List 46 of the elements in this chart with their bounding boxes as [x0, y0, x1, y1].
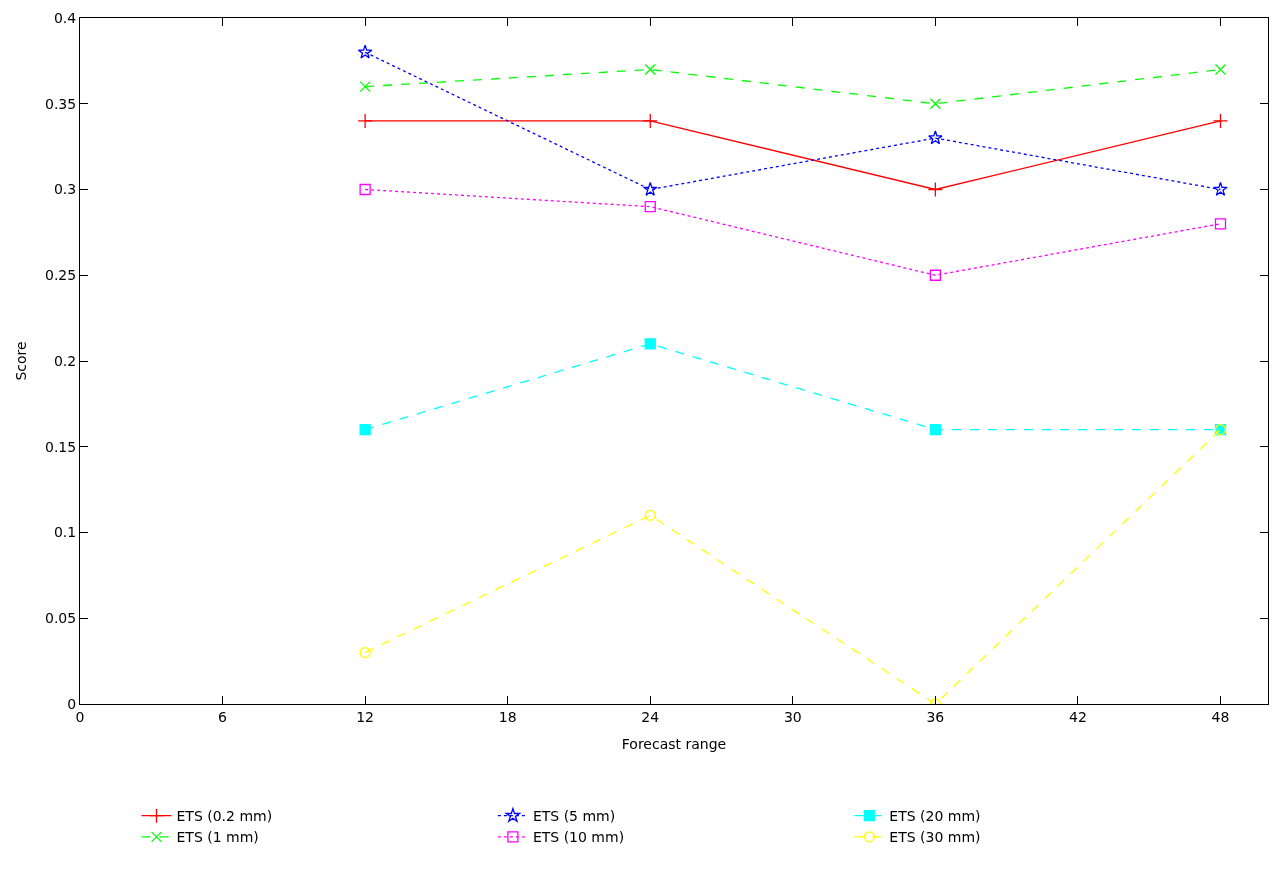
legend-label: ETS (1 mm) [176, 829, 259, 846]
point [644, 201, 656, 213]
point [1213, 181, 1228, 196]
legend-label: ETS (20 mm) [889, 808, 981, 825]
point [359, 183, 371, 196]
point [929, 269, 942, 281]
y-tick-label: 0.15 [45, 438, 77, 455]
x-tick-label: 42 [1069, 708, 1087, 725]
point [928, 130, 943, 145]
x-tick-label: 48 [1211, 708, 1230, 725]
point [642, 113, 658, 129]
y-tick-label: 0.1 [53, 524, 77, 541]
point [1214, 218, 1227, 230]
y-tick-label: 0 [67, 695, 77, 712]
y-axis-title: Score [12, 341, 29, 381]
y-tick-label: 0.4 [53, 9, 77, 26]
point [644, 63, 656, 76]
x-tick-label: 30 [783, 708, 802, 725]
point [929, 423, 942, 436]
legend-label: ETS (0.2 mm) [176, 808, 273, 825]
y-tick-label: 0.2 [53, 352, 77, 369]
x-tick-label: 12 [356, 708, 375, 725]
legend-label: ETS (5 mm) [532, 808, 616, 825]
x-tick-label: 36 [926, 708, 945, 725]
point [359, 80, 371, 93]
point [359, 646, 371, 659]
point [359, 423, 371, 436]
x-tick-label: 6 [218, 708, 228, 725]
point [927, 181, 944, 198]
y-tick-label: 0.35 [45, 95, 77, 112]
legend-label: ETS (10 mm) [532, 829, 625, 846]
y-tick-label: 0.3 [53, 181, 77, 198]
point [644, 338, 656, 350]
point [644, 509, 656, 521]
x-axis-title: Forecast range [621, 736, 727, 753]
x-tick-label: 24 [641, 708, 660, 725]
point [357, 113, 373, 129]
y-tick-label: 0.05 [45, 610, 77, 627]
point [357, 44, 373, 59]
point [929, 98, 942, 110]
point [1214, 63, 1227, 76]
legend-label: ETS (30 mm) [889, 829, 981, 846]
x-tick-label: 18 [498, 708, 517, 725]
y-tick-label: 0.25 [45, 267, 77, 284]
point [642, 181, 658, 196]
point [1212, 113, 1229, 129]
